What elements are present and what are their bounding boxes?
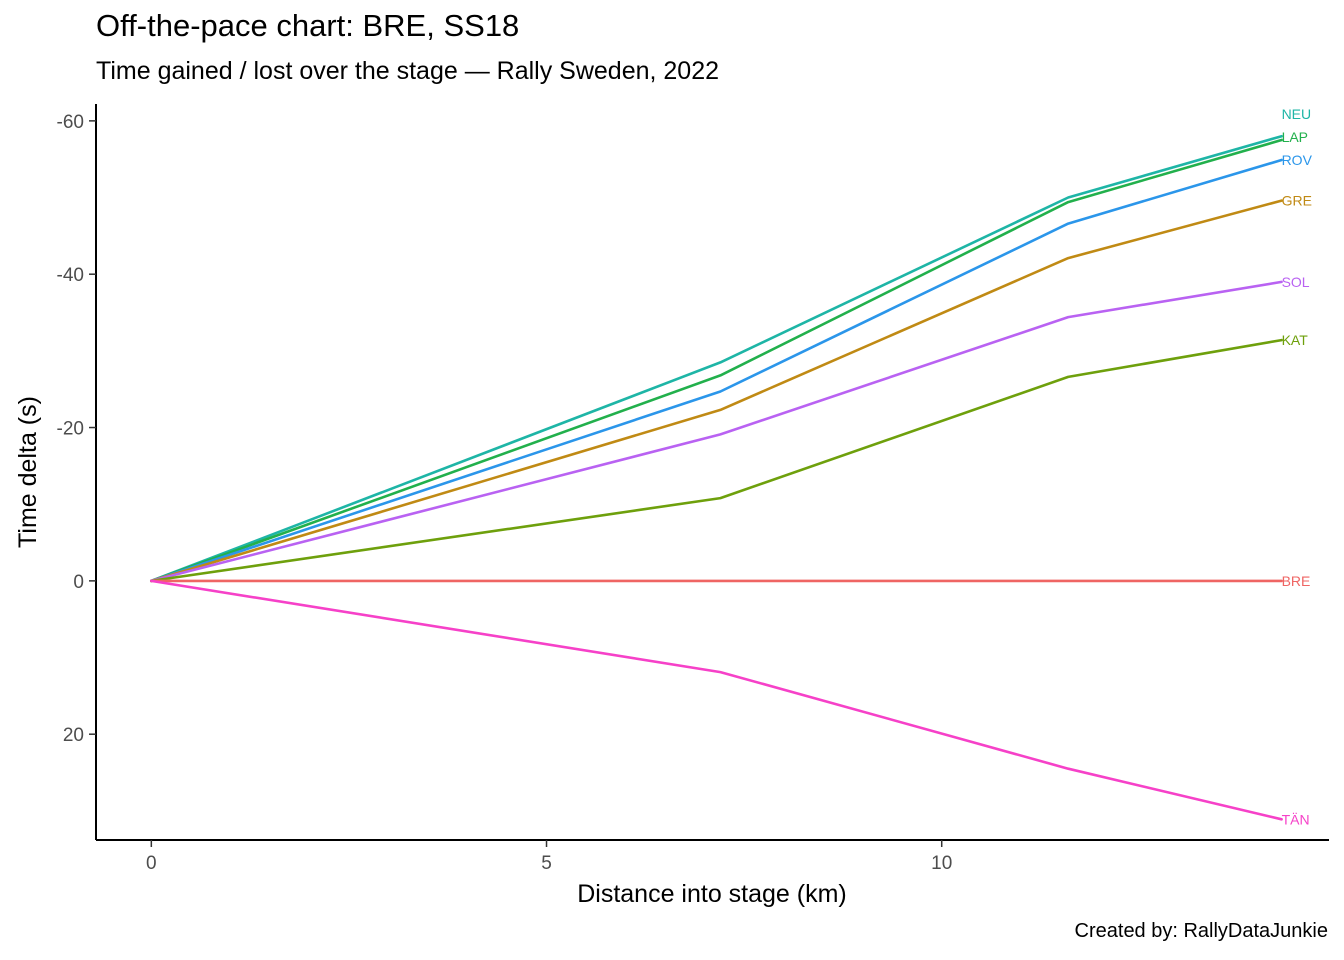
chart-subtitle: Time gained / lost over the stage — Rall… [96,57,720,85]
series-line-neu [150,134,1283,583]
series-line-kat [150,338,1283,583]
series-line-rov [150,158,1283,583]
series-line-lap [150,138,1283,583]
series-line-sol [150,280,1283,583]
end-label-rov: ROV [1282,152,1313,168]
end-label-sol: SOL [1282,274,1310,290]
y-tick-label: -60 [57,112,84,133]
series-line-tän [150,579,1283,821]
y-tick-label: 0 [73,572,84,593]
x-tick-label: 10 [931,853,952,874]
chart-title: Off-the-pace chart: BRE, SS18 [96,8,520,43]
y-tick-label: -20 [57,419,84,440]
end-label-layer: NEU LAP ROV GRE SOL KAT BRE TÄN [1282,106,1313,827]
end-label-tän: TÄN [1282,811,1310,827]
y-axis-title: Time delta (s) [14,396,42,548]
end-label-bre: BRE [1282,573,1311,589]
axis-layer: 0 5 10 -60 -40 -20 0 20 [57,104,1329,874]
x-tick-label: 0 [146,853,157,874]
end-label-kat: KAT [1282,332,1309,348]
end-label-neu: NEU [1282,106,1312,122]
chart-caption: Created by: RallyDataJunkie [1074,920,1328,942]
y-tick-label: -40 [57,265,84,286]
y-tick-label: 20 [63,725,84,746]
series-line-gre [150,199,1283,583]
end-label-gre: GRE [1282,193,1312,209]
x-axis-title: Distance into stage (km) [577,880,847,908]
x-tick-label: 5 [541,853,552,874]
series-layer [150,134,1283,821]
end-label-lap: LAP [1282,129,1308,145]
